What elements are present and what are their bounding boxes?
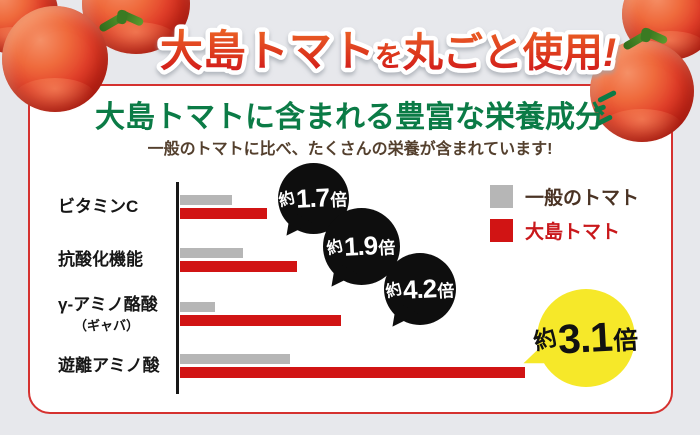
bar-general bbox=[180, 354, 290, 364]
card-heading: 大島トマトに含まれる豊富な栄養成分 bbox=[95, 101, 605, 134]
bubble-suffix: 倍 bbox=[378, 238, 397, 259]
category-label: 遊離アミノ酸 bbox=[58, 356, 160, 375]
title-part-3: 丸ごと使用 bbox=[402, 31, 603, 75]
category-label: 抗酸化機能 bbox=[58, 250, 143, 269]
bar-general bbox=[180, 248, 243, 258]
chart-axis bbox=[176, 182, 179, 394]
bubble-text: 約 4.2 倍 bbox=[383, 272, 455, 307]
bar-general bbox=[180, 302, 215, 312]
bubble-prefix: 約 bbox=[277, 188, 298, 210]
bar-oshima bbox=[180, 367, 525, 378]
bar-oshima bbox=[180, 208, 267, 219]
multiplier-bubble: 約 4.2 倍 bbox=[383, 253, 456, 335]
bubble-text: 約 1.7 倍 bbox=[277, 181, 349, 216]
bubble-tail bbox=[323, 261, 358, 295]
bubble-suffix: 倍 bbox=[330, 190, 349, 211]
bubble-value: 1.7 bbox=[295, 182, 331, 214]
card-subheading: 一般のトマトに比べ、たくさんの栄養が含まれています! bbox=[147, 141, 553, 158]
multiplier-bubble: 約 3.1 倍 bbox=[519, 289, 639, 387]
tomato-image bbox=[2, 6, 108, 115]
legend-swatch-general bbox=[490, 185, 513, 208]
bar-general bbox=[180, 195, 232, 205]
bar-oshima bbox=[180, 261, 297, 272]
bubble-value: 4.2 bbox=[402, 272, 437, 305]
bubble-value: 3.1 bbox=[556, 313, 614, 362]
legend-item-general: 一般のトマト bbox=[490, 183, 639, 210]
category-sublabel: （ギャバ） bbox=[74, 318, 140, 333]
bubble-value: 1.9 bbox=[343, 230, 379, 262]
bubble-prefix: 約 bbox=[325, 236, 346, 258]
bubble-text: 約 3.1 倍 bbox=[530, 312, 639, 364]
main-title: 大島トマトを丸ごと使用! bbox=[155, 24, 620, 81]
legend-label-general: 一般のトマト bbox=[525, 188, 640, 209]
bubble-suffix: 倍 bbox=[612, 325, 639, 355]
bar-oshima bbox=[180, 315, 341, 326]
bubble-suffix: 倍 bbox=[436, 280, 455, 301]
legend-item-oshima: 大島トマト bbox=[490, 217, 620, 244]
legend-swatch-oshima bbox=[490, 219, 513, 242]
bubble-text: 約 1.9 倍 bbox=[325, 229, 397, 264]
tomato-image bbox=[590, 40, 694, 145]
svg-text:大島トマトを丸ごと使用!: 大島トマトを丸ごと使用! bbox=[160, 28, 616, 76]
title-part-1: 大島トマト bbox=[160, 28, 375, 76]
category-label: γ-アミノ酪酸 （ギャバ） bbox=[58, 294, 178, 336]
title-exclamation: ! bbox=[603, 31, 616, 75]
category-label: ビタミンC bbox=[58, 197, 139, 216]
bubble-prefix: 約 bbox=[383, 279, 404, 301]
title-part-2: を bbox=[375, 41, 403, 72]
legend-label-oshima: 大島トマト bbox=[525, 222, 621, 243]
